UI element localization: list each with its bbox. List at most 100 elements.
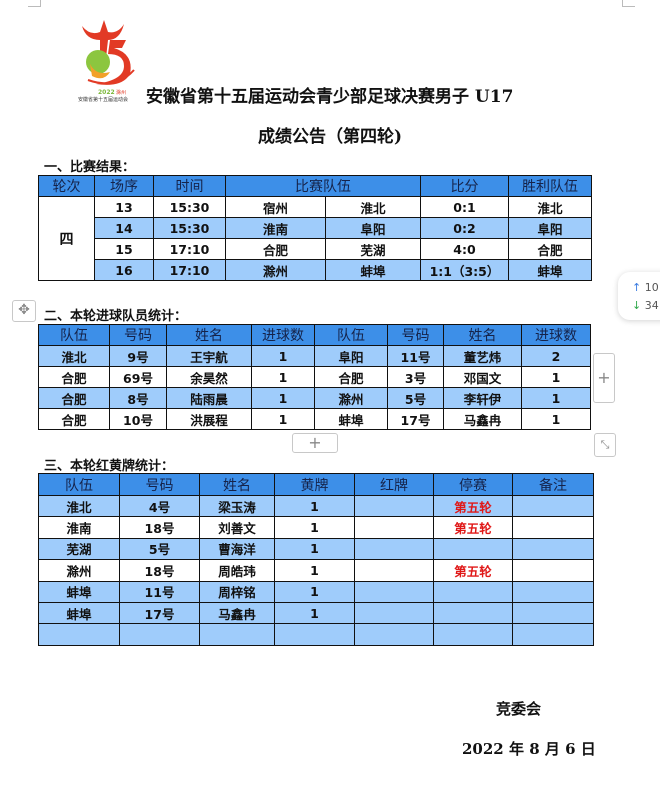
team: 淮北 xyxy=(38,345,110,367)
home-team: 滁州 xyxy=(225,259,326,281)
team: 合肥 xyxy=(314,366,388,388)
yellow-cards: 1 xyxy=(274,580,355,603)
table-row: 芜湖 5号 曹海洋 1 xyxy=(38,537,594,561)
downvote-count: 34 xyxy=(644,299,659,312)
goals: 1 xyxy=(251,408,315,430)
section-title-results: 一、比赛结果： xyxy=(44,160,136,175)
player-name: 周皓玮 xyxy=(199,559,275,582)
home-team: 合肥 xyxy=(225,238,326,260)
svg-text:滁州: 滁州 xyxy=(116,89,126,96)
jersey-number: 18号 xyxy=(119,516,200,539)
remarks xyxy=(512,601,594,625)
match-number: 15 xyxy=(94,238,154,260)
column-header: 队伍 xyxy=(38,324,110,346)
team: 合肥 xyxy=(38,366,110,388)
player-name: 陆雨晨 xyxy=(166,387,252,409)
winner: 淮北 xyxy=(508,196,592,218)
winner: 阜阳 xyxy=(508,217,592,239)
player-name: 洪展程 xyxy=(166,408,252,430)
yellow-cards: 1 xyxy=(274,601,355,625)
remarks xyxy=(512,559,594,582)
score: 4:0 xyxy=(420,238,509,260)
yellow-cards: 1 xyxy=(274,494,355,518)
player-name: 马鑫冉 xyxy=(199,601,275,625)
suspension: 第五轮 xyxy=(433,559,513,582)
suspension: 第五轮 xyxy=(433,516,513,539)
column-header: 比赛队伍 xyxy=(225,175,421,197)
column-header: 队伍 xyxy=(314,324,388,346)
remarks xyxy=(512,623,594,646)
jersey-number: 9号 xyxy=(109,345,167,367)
column-header: 姓名 xyxy=(166,324,252,346)
player-name: 邓国文 xyxy=(443,366,522,388)
resize-table-icon[interactable]: ⤡ xyxy=(594,433,616,457)
announcement-date: 2022 年 8 月 6 日 xyxy=(462,740,596,758)
jersey-number: 10号 xyxy=(109,408,167,430)
add-column-button[interactable]: + xyxy=(593,353,615,403)
suspension xyxy=(433,601,513,625)
column-header: 姓名 xyxy=(443,324,522,346)
table-row: 15 17:10 合肥 芜湖 4:0 合肥 xyxy=(39,238,592,260)
table-row: 四 13 15:30 宿州 淮北 0:1 淮北 xyxy=(38,196,592,281)
team: 蚌埠 xyxy=(38,601,120,625)
jersey-number: 11号 xyxy=(387,345,444,367)
upvote-button[interactable]: ↑ 10 xyxy=(632,281,659,294)
page-corner-mark xyxy=(622,0,635,7)
goals: 1 xyxy=(521,408,591,430)
goals: 1 xyxy=(521,366,591,388)
red-cards xyxy=(354,559,434,582)
jersey-number: 11号 xyxy=(119,580,200,603)
team: 阜阳 xyxy=(314,345,388,367)
yellow-cards: 1 xyxy=(274,559,355,582)
table-row: 14 15:30 淮南 阜阳 0:2 阜阳 xyxy=(39,217,592,239)
jersey-number: 8号 xyxy=(109,387,167,409)
jersey-number: 5号 xyxy=(119,537,200,561)
results-table: 轮次 场序 时间 比赛队伍 比分 胜利队伍 四 13 15:30 宿州 淮北 0… xyxy=(38,175,592,281)
match-number: 14 xyxy=(94,217,154,239)
section-title-cards: 三、本轮红黄牌统计： xyxy=(44,459,175,474)
match-time: 15:30 xyxy=(153,196,226,218)
yellow-cards: 1 xyxy=(274,537,355,561)
remarks xyxy=(512,580,594,603)
downvote-button[interactable]: ↓ 34 xyxy=(632,299,659,312)
player-name: 王宇航 xyxy=(166,345,252,367)
round-cell: 四 xyxy=(38,196,95,281)
score: 0:2 xyxy=(420,217,509,239)
column-header: 停赛 xyxy=(433,473,513,496)
column-header: 胜利队伍 xyxy=(508,175,592,197)
table-header-row: 队伍 号码 姓名 进球数 队伍 号码 姓名 进球数 xyxy=(38,324,591,346)
team: 芜湖 xyxy=(38,537,120,561)
document-subtitle: 成绩公告（第四轮) xyxy=(257,127,403,147)
column-header: 姓名 xyxy=(199,473,275,496)
column-header: 轮次 xyxy=(38,175,95,197)
suspension: 第五轮 xyxy=(433,494,513,518)
player-name: 周梓铭 xyxy=(199,580,275,603)
suspension xyxy=(433,537,513,561)
vote-widget: ↑ 10 ↓ 34 xyxy=(618,272,660,320)
red-cards xyxy=(354,580,434,603)
games-logo: 2022 滁州 安徽省第十五届运动会 xyxy=(76,14,148,103)
upvote-count: 10 xyxy=(644,281,659,294)
table-row: 蚌埠 17号 马鑫冉 1 xyxy=(38,601,594,625)
suspension xyxy=(433,580,513,603)
team: 滁州 xyxy=(38,559,120,582)
red-cards xyxy=(354,623,434,646)
table-move-handle-icon[interactable]: ✥ xyxy=(12,300,36,322)
score: 0:1 xyxy=(420,196,509,218)
column-header: 队伍 xyxy=(38,473,120,496)
yellow-cards: 1 xyxy=(274,516,355,539)
column-header: 黄牌 xyxy=(274,473,355,496)
jersey-number: 18号 xyxy=(119,559,200,582)
column-header: 时间 xyxy=(153,175,226,197)
document-title: 安徽省第十五届运动会青少部足球决赛男子 U17 xyxy=(146,87,514,107)
team xyxy=(38,623,120,646)
yellow-cards xyxy=(274,623,355,646)
player-name: 梁玉涛 xyxy=(199,494,275,518)
add-row-button[interactable]: + xyxy=(292,433,338,453)
table-row xyxy=(38,623,594,646)
table-header-row: 队伍 号码 姓名 黄牌 红牌 停赛 备注 xyxy=(38,473,594,496)
svg-text:2022: 2022 xyxy=(98,89,115,96)
winner: 合肥 xyxy=(508,238,592,260)
player-name: 余昊然 xyxy=(166,366,252,388)
